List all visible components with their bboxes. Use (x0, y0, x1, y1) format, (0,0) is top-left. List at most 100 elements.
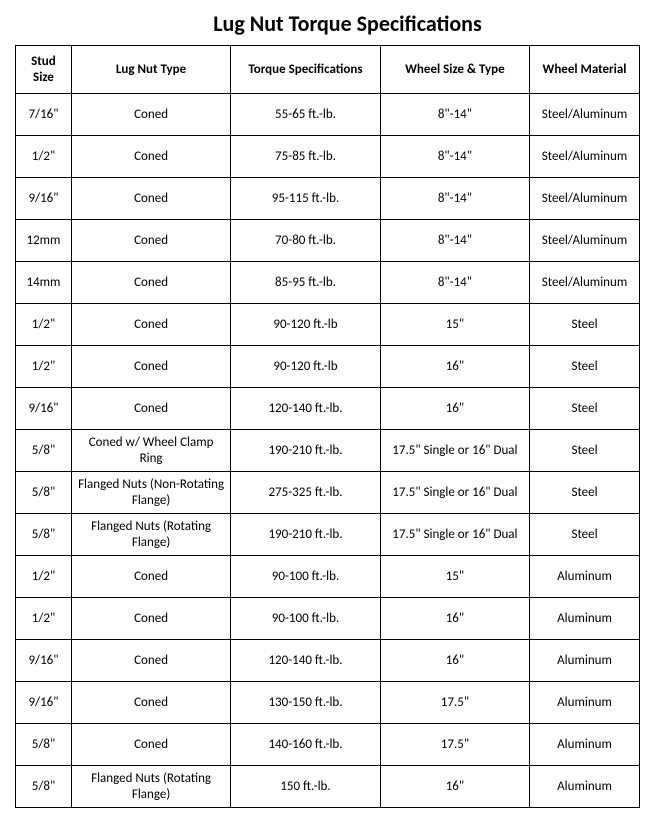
cell-type: Coned (71, 94, 230, 136)
cell-material: Steel/Aluminum (530, 262, 640, 304)
cell-type: Coned (71, 640, 230, 682)
cell-torque: 95-115 ft.-lb. (231, 178, 381, 220)
cell-type: Flanged Nuts (Rotating Flange) (71, 514, 230, 556)
cell-stud: 1/2" (16, 304, 72, 346)
cell-type: Coned (71, 598, 230, 640)
cell-stud: 5/8" (16, 430, 72, 472)
cell-wheel: 17.5" Single or 16" Dual (380, 430, 529, 472)
table-row: 7/16"Coned55-65 ft.-lb.8"-14"Steel/Alumi… (16, 94, 640, 136)
cell-stud: 9/16" (16, 178, 72, 220)
cell-wheel: 16" (380, 640, 529, 682)
cell-torque: 120-140 ft.-lb. (231, 640, 381, 682)
cell-material: Steel (530, 388, 640, 430)
table-row: 5/8"Coned140-160 ft.-lb.17.5"Aluminum (16, 724, 640, 766)
table-header-row: Stud Size Lug Nut Type Torque Specificat… (16, 46, 640, 94)
cell-torque: 70-80 ft.-lb. (231, 220, 381, 262)
cell-wheel: 16" (380, 346, 529, 388)
table-row: 5/8"Coned w/ Wheel Clamp Ring190-210 ft.… (16, 430, 640, 472)
cell-torque: 90-120 ft.-lb (231, 304, 381, 346)
cell-material: Steel (530, 304, 640, 346)
cell-wheel: 15" (380, 556, 529, 598)
header-type: Lug Nut Type (71, 46, 230, 94)
cell-wheel: 16" (380, 598, 529, 640)
cell-stud: 9/16" (16, 682, 72, 724)
cell-wheel: 8"-14" (380, 94, 529, 136)
cell-stud: 5/8" (16, 472, 72, 514)
header-material: Wheel Material (530, 46, 640, 94)
table-row: 9/16"Coned130-150 ft.-lb.17.5"Aluminum (16, 682, 640, 724)
cell-wheel: 17.5" Single or 16" Dual (380, 514, 529, 556)
cell-type: Flanged Nuts (Non-Rotating Flange) (71, 472, 230, 514)
cell-type: Coned (71, 262, 230, 304)
cell-wheel: 8"-14" (380, 178, 529, 220)
cell-material: Aluminum (530, 640, 640, 682)
cell-material: Steel (530, 514, 640, 556)
cell-wheel: 8"-14" (380, 220, 529, 262)
cell-material: Steel/Aluminum (530, 94, 640, 136)
cell-type: Coned (71, 220, 230, 262)
cell-torque: 75-85 ft.-lb. (231, 136, 381, 178)
cell-material: Aluminum (530, 556, 640, 598)
cell-type: Coned (71, 346, 230, 388)
header-wheel: Wheel Size & Type (380, 46, 529, 94)
cell-type: Coned (71, 178, 230, 220)
cell-type: Coned (71, 682, 230, 724)
cell-torque: 120-140 ft.-lb. (231, 388, 381, 430)
cell-stud: 9/16" (16, 388, 72, 430)
cell-torque: 90-100 ft.-lb. (231, 556, 381, 598)
cell-type: Coned w/ Wheel Clamp Ring (71, 430, 230, 472)
cell-material: Aluminum (530, 766, 640, 808)
cell-material: Steel/Aluminum (530, 178, 640, 220)
cell-stud: 1/2" (16, 556, 72, 598)
cell-stud: 9/16" (16, 640, 72, 682)
cell-type: Flanged Nuts (Rotating Flange) (71, 766, 230, 808)
cell-stud: 1/2" (16, 598, 72, 640)
cell-wheel: 17.5" (380, 724, 529, 766)
cell-type: Coned (71, 388, 230, 430)
cell-wheel: 8"-14" (380, 136, 529, 178)
cell-type: Coned (71, 304, 230, 346)
cell-stud: 1/2" (16, 346, 72, 388)
table-row: 14mmConed85-95 ft.-lb.8"-14"Steel/Alumin… (16, 262, 640, 304)
table-row: 9/16"Coned120-140 ft.-lb.16"Aluminum (16, 640, 640, 682)
cell-torque: 90-100 ft.-lb. (231, 598, 381, 640)
cell-material: Aluminum (530, 724, 640, 766)
cell-wheel: 15" (380, 304, 529, 346)
cell-stud: 5/8" (16, 514, 72, 556)
cell-type: Coned (71, 724, 230, 766)
table-row: 9/16"Coned120-140 ft.-lb.16"Steel (16, 388, 640, 430)
cell-material: Steel/Aluminum (530, 136, 640, 178)
cell-wheel: 17.5" (380, 682, 529, 724)
cell-stud: 12mm (16, 220, 72, 262)
cell-torque: 130-150 ft.-lb. (231, 682, 381, 724)
table-row: 1/2"Coned90-120 ft.-lb15"Steel (16, 304, 640, 346)
cell-type: Coned (71, 136, 230, 178)
cell-material: Steel (530, 472, 640, 514)
table-row: 9/16"Coned95-115 ft.-lb.8"-14"Steel/Alum… (16, 178, 640, 220)
page-title: Lug Nut Torque Specifications (15, 10, 640, 37)
cell-wheel: 8"-14" (380, 262, 529, 304)
header-stud: Stud Size (16, 46, 72, 94)
cell-material: Steel (530, 346, 640, 388)
cell-torque: 275-325 ft.-lb. (231, 472, 381, 514)
torque-spec-table: Stud Size Lug Nut Type Torque Specificat… (15, 45, 640, 808)
table-row: 12mmConed70-80 ft.-lb.8"-14"Steel/Alumin… (16, 220, 640, 262)
cell-stud: 1/2" (16, 136, 72, 178)
cell-type: Coned (71, 556, 230, 598)
table-row: 5/8"Flanged Nuts (Non-Rotating Flange)27… (16, 472, 640, 514)
cell-material: Steel (530, 430, 640, 472)
cell-stud: 5/8" (16, 724, 72, 766)
table-row: 1/2"Coned75-85 ft.-lb.8"-14"Steel/Alumin… (16, 136, 640, 178)
cell-torque: 190-210 ft.-lb. (231, 430, 381, 472)
table-row: 1/2"Coned90-120 ft.-lb16"Steel (16, 346, 640, 388)
header-torque: Torque Specifications (231, 46, 381, 94)
cell-wheel: 17.5" Single or 16" Dual (380, 472, 529, 514)
cell-material: Aluminum (530, 682, 640, 724)
cell-torque: 55-65 ft.-lb. (231, 94, 381, 136)
table-row: 5/8"Flanged Nuts (Rotating Flange)150 ft… (16, 766, 640, 808)
cell-wheel: 16" (380, 766, 529, 808)
cell-torque: 140-160 ft.-lb. (231, 724, 381, 766)
table-row: 5/8"Flanged Nuts (Rotating Flange)190-21… (16, 514, 640, 556)
cell-torque: 85-95 ft.-lb. (231, 262, 381, 304)
cell-material: Steel/Aluminum (530, 220, 640, 262)
